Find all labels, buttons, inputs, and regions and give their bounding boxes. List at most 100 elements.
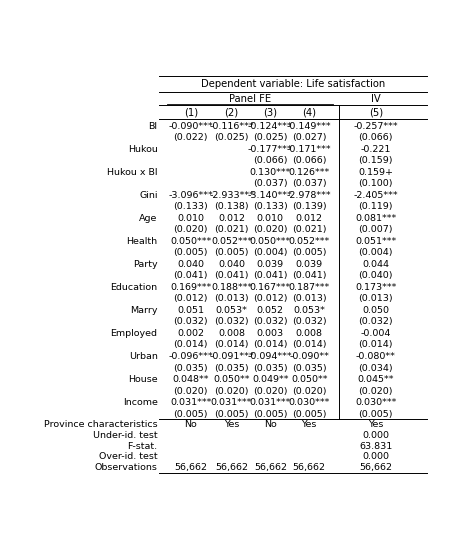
Text: 0.008: 0.008 [295, 329, 322, 338]
Text: (0.035): (0.035) [252, 363, 287, 373]
Text: (0.066): (0.066) [253, 156, 287, 165]
Text: 0.031***: 0.031*** [210, 398, 252, 407]
Text: 0.010: 0.010 [256, 214, 283, 223]
Text: (0.005): (0.005) [291, 410, 326, 418]
Text: 0.050**: 0.050** [290, 375, 327, 384]
Text: 56,662: 56,662 [358, 463, 391, 472]
Text: 0.052***: 0.052*** [210, 237, 252, 246]
Text: No: No [263, 420, 276, 429]
Text: 0.031***: 0.031*** [249, 398, 290, 407]
Text: (0.005): (0.005) [173, 410, 208, 418]
Text: Income: Income [122, 398, 157, 407]
Text: (0.005): (0.005) [214, 410, 248, 418]
Text: 0.030***: 0.030*** [354, 398, 396, 407]
Text: (0.133): (0.133) [252, 202, 287, 211]
Text: F-stat.: F-stat. [127, 442, 157, 450]
Text: (0.034): (0.034) [357, 363, 392, 373]
Text: (0.133): (0.133) [173, 202, 208, 211]
Text: 0.052***: 0.052*** [288, 237, 329, 246]
Text: (0.032): (0.032) [252, 318, 287, 326]
Text: 0.169***: 0.169*** [170, 283, 211, 292]
Text: (0.014): (0.014) [253, 341, 287, 349]
Text: 0.053*: 0.053* [293, 306, 325, 315]
Text: (0.005): (0.005) [173, 248, 208, 257]
Text: 0.049**: 0.049** [251, 375, 288, 384]
Text: (0.035): (0.035) [173, 363, 208, 373]
Text: (0.066): (0.066) [291, 156, 326, 165]
Text: -0.221: -0.221 [360, 145, 390, 154]
Text: 0.130***: 0.130*** [249, 168, 290, 177]
Text: (0.007): (0.007) [357, 225, 392, 234]
Text: (0.139): (0.139) [291, 202, 326, 211]
Text: -3.140***: -3.140*** [248, 191, 292, 200]
Text: (0.020): (0.020) [173, 387, 208, 395]
Text: 0.167***: 0.167*** [249, 283, 290, 292]
Text: (0.013): (0.013) [214, 294, 248, 304]
Text: 0.039: 0.039 [256, 260, 283, 269]
Text: (0.119): (0.119) [357, 202, 392, 211]
Text: Education: Education [110, 283, 157, 292]
Text: 63.831: 63.831 [358, 442, 391, 450]
Text: (0.025): (0.025) [214, 133, 248, 142]
Text: 0.000: 0.000 [361, 453, 388, 461]
Text: (0.035): (0.035) [291, 363, 326, 373]
Text: Observations: Observations [95, 463, 157, 472]
Text: (0.041): (0.041) [291, 271, 326, 280]
Text: (0.012): (0.012) [173, 294, 208, 304]
Text: -0.091***: -0.091*** [209, 352, 253, 361]
Text: Gini: Gini [139, 191, 157, 200]
Text: 0.012: 0.012 [218, 214, 245, 223]
Text: (0.041): (0.041) [214, 271, 248, 280]
Text: No: No [184, 420, 197, 429]
Text: 0.048**: 0.048** [172, 375, 208, 384]
Text: Age: Age [139, 214, 157, 223]
Text: Under-id. test: Under-id. test [93, 431, 157, 440]
Text: -3.096***: -3.096*** [168, 191, 213, 200]
Text: 0.030***: 0.030*** [288, 398, 329, 407]
Text: -0.124***: -0.124*** [248, 122, 292, 131]
Text: 0.053*: 0.053* [215, 306, 247, 315]
Text: (0.014): (0.014) [173, 341, 208, 349]
Text: (0.020): (0.020) [214, 387, 248, 395]
Text: 0.040: 0.040 [218, 260, 245, 269]
Text: 0.031***: 0.031*** [170, 398, 211, 407]
Text: (3): (3) [263, 107, 277, 118]
Text: (0.032): (0.032) [291, 318, 326, 326]
Text: -0.257***: -0.257*** [353, 122, 397, 131]
Text: (0.037): (0.037) [252, 179, 287, 188]
Text: (0.020): (0.020) [357, 387, 392, 395]
Text: 0.008: 0.008 [218, 329, 245, 338]
Text: (0.035): (0.035) [214, 363, 248, 373]
Text: 0.173***: 0.173*** [354, 283, 396, 292]
Text: 0.126***: 0.126*** [288, 168, 329, 177]
Text: 0.000: 0.000 [361, 431, 388, 440]
Text: 0.188***: 0.188*** [210, 283, 252, 292]
Text: (0.020): (0.020) [253, 387, 287, 395]
Text: (0.004): (0.004) [253, 248, 287, 257]
Text: (0.032): (0.032) [214, 318, 248, 326]
Text: 0.039: 0.039 [295, 260, 322, 269]
Text: -0.096***: -0.096*** [168, 352, 213, 361]
Text: (0.138): (0.138) [214, 202, 248, 211]
Text: 0.187***: 0.187*** [288, 283, 329, 292]
Text: (0.005): (0.005) [357, 410, 392, 418]
Text: 0.045**: 0.045** [357, 375, 393, 384]
Text: 0.051: 0.051 [177, 306, 204, 315]
Text: IV: IV [370, 94, 380, 103]
Text: Province characteristics: Province characteristics [44, 420, 157, 429]
Text: Over-id. test: Over-id. test [99, 453, 157, 461]
Text: 0.003: 0.003 [256, 329, 283, 338]
Text: 56,662: 56,662 [215, 463, 248, 472]
Text: 0.012: 0.012 [295, 214, 322, 223]
Text: Health: Health [126, 237, 157, 246]
Text: (5): (5) [368, 107, 382, 118]
Text: (0.027): (0.027) [291, 133, 326, 142]
Text: -2.933***: -2.933*** [208, 191, 253, 200]
Text: (0.014): (0.014) [291, 341, 326, 349]
Text: (0.013): (0.013) [291, 294, 326, 304]
Text: (0.013): (0.013) [357, 294, 392, 304]
Text: -0.080**: -0.080** [355, 352, 395, 361]
Text: (0.021): (0.021) [214, 225, 248, 234]
Text: -0.004: -0.004 [360, 329, 390, 338]
Text: -0.090***: -0.090*** [168, 122, 213, 131]
